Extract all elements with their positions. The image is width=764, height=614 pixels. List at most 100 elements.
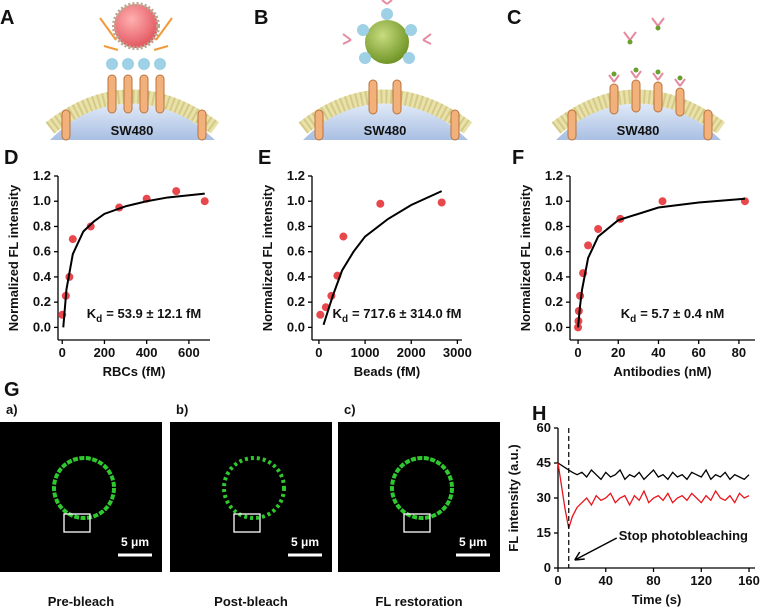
x-tick-label: 0 (59, 345, 66, 360)
y-axis-label: Normalized FL intensity (6, 184, 21, 331)
kd-symbol: K (621, 306, 631, 321)
panel-label: E (258, 147, 271, 169)
line (557, 462, 750, 529)
x-tick-label: 120 (690, 573, 712, 588)
caption: Post-bleach (214, 594, 288, 609)
annotation: Kd = 53.9 ± 12.1 fM (87, 306, 201, 325)
panel-label: F (512, 147, 524, 169)
y-tick-label: 0.8 (33, 218, 51, 233)
x-tick-label: 80 (646, 573, 660, 588)
kd-value: = 5.7 ± 0.4 nM (640, 306, 724, 321)
kd-subscript: d (630, 314, 636, 325)
y-tick-label: 0.6 (33, 244, 51, 259)
x-tick-label: 60 (691, 345, 705, 360)
kd-symbol: K (87, 306, 97, 321)
x-tick-label: 1000 (351, 345, 380, 360)
y-tick-label: 1.0 (287, 193, 305, 208)
point (658, 197, 667, 206)
point (584, 241, 593, 250)
scale-label: 5 μm (459, 535, 487, 549)
x-axis-label: Antibodies (nM) (613, 364, 711, 379)
cell-label: SW480 (111, 123, 154, 138)
illustration-b (303, 0, 468, 140)
kd-subscript: d (96, 314, 102, 325)
annotation: Kd = 5.7 ± 0.4 nM (621, 306, 725, 325)
panel-label: H (532, 403, 546, 425)
x-axis-label: Time (s) (632, 592, 682, 607)
y-tick-label: 1.2 (33, 168, 51, 183)
scale-label: 5 μm (291, 535, 319, 549)
y-tick-label: 0.4 (287, 269, 306, 284)
kd-value: = 53.9 ± 12.1 fM (106, 306, 201, 321)
y-axis-label: Normalized FL intensity (260, 184, 275, 331)
point (68, 235, 77, 244)
kd-value: = 717.6 ± 314.0 fM (352, 306, 461, 321)
y-tick-label: 0.6 (545, 244, 563, 259)
point (594, 224, 603, 233)
point (86, 222, 95, 231)
y-axis-label: FL intensity (a.u.) (506, 444, 521, 551)
x-tick-label: 160 (738, 573, 760, 588)
x-tick-label: 40 (651, 345, 665, 360)
y-axis-label: Normalized FL intensity (518, 184, 533, 331)
y-tick-label: 60 (537, 420, 551, 435)
x-tick-label: 200 (94, 345, 116, 360)
point (316, 310, 325, 319)
y-tick-label: 0.4 (33, 269, 52, 284)
cell-label: SW480 (364, 123, 407, 138)
caption: Pre-bleach (48, 594, 115, 609)
y-tick-label: 0.0 (287, 319, 305, 334)
x-tick-label: 40 (599, 573, 613, 588)
y-tick-label: 0.8 (287, 218, 305, 233)
point (172, 187, 181, 196)
kd-subscript: d (342, 314, 348, 325)
line (322, 190, 443, 326)
y-tick-label: 0.4 (545, 269, 564, 284)
y-tick-label: 0.2 (33, 294, 51, 309)
line (62, 192, 205, 328)
annotation: Stop photobleaching (619, 528, 748, 543)
illustration-a (50, 2, 215, 140)
y-tick-label: 0.0 (545, 319, 563, 334)
y-tick-label: 15 (537, 525, 551, 540)
x-tick-label: 400 (136, 345, 158, 360)
image-label: c) (344, 402, 356, 417)
micrographs (0, 422, 500, 572)
panel-label: D (4, 147, 18, 169)
image-label: b) (176, 402, 188, 417)
point (376, 199, 385, 208)
y-tick-label: 0.2 (287, 294, 305, 309)
x-tick-label: 3000 (443, 345, 472, 360)
panel-label: G (4, 379, 20, 401)
point (437, 198, 446, 207)
y-tick-label: 0.8 (545, 218, 563, 233)
caption: FL restoration (375, 594, 462, 609)
point (200, 197, 209, 206)
x-tick-label: 0 (554, 573, 561, 588)
y-tick-label: 0.0 (33, 319, 51, 334)
annotation: Kd = 717.6 ± 314.0 fM (333, 306, 462, 325)
y-tick-label: 1.0 (545, 193, 563, 208)
x-axis-label: RBCs (fM) (103, 364, 166, 379)
point (339, 232, 348, 241)
x-tick-label: 0 (574, 345, 581, 360)
y-tick-label: 1.2 (545, 168, 563, 183)
x-tick-label: 20 (611, 345, 625, 360)
x-tick-label: 80 (732, 345, 746, 360)
annotation-arrow (574, 537, 618, 561)
y-tick-label: 0.6 (287, 244, 305, 259)
panel-label: C (507, 7, 521, 29)
cell-label: SW480 (617, 123, 660, 138)
y-tick-label: 0 (544, 560, 551, 575)
illustration-c (556, 17, 721, 140)
image-label: a) (6, 402, 18, 417)
x-tick-label: 2000 (397, 345, 426, 360)
line (577, 197, 746, 328)
x-tick-label: 0 (315, 345, 322, 360)
kd-symbol: K (333, 306, 343, 321)
x-axis-label: Beads (fM) (354, 364, 420, 379)
y-tick-label: 45 (537, 455, 551, 470)
panel-label: A (0, 7, 14, 29)
